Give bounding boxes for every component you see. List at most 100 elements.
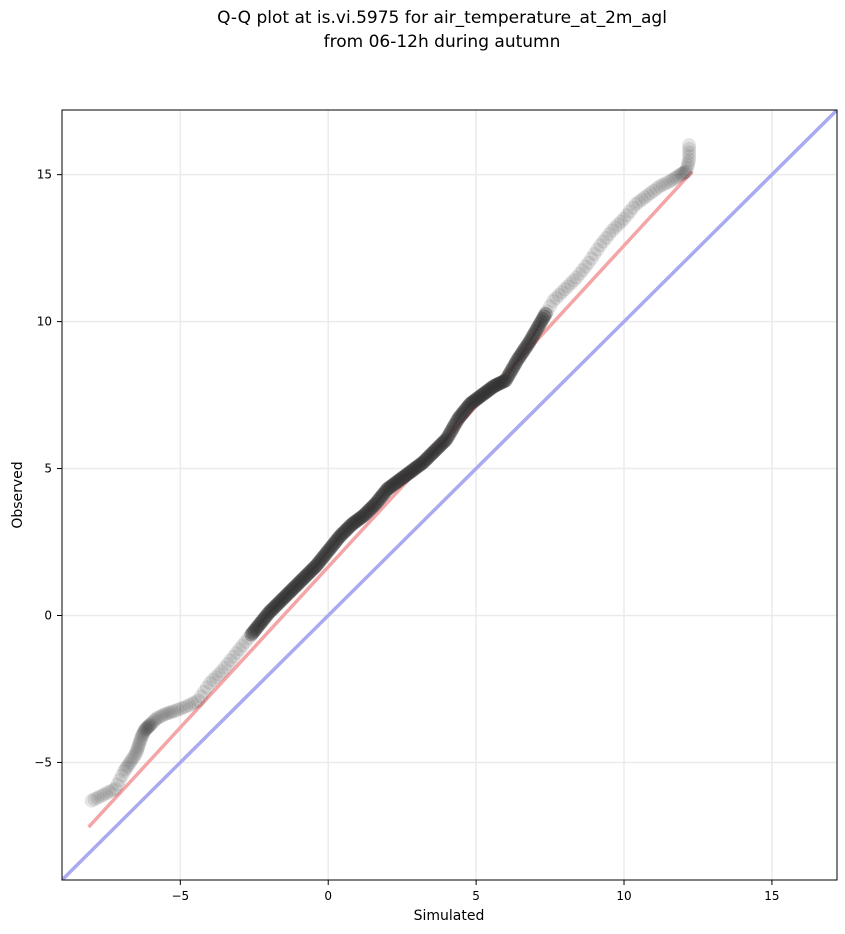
data-point xyxy=(241,631,256,646)
data-point xyxy=(137,724,152,739)
data-point xyxy=(480,383,495,398)
fit-line-overlay xyxy=(504,359,519,381)
data-point xyxy=(105,783,120,798)
data-point xyxy=(658,176,673,191)
data-point xyxy=(517,341,532,356)
data-point xyxy=(446,419,461,434)
data-point xyxy=(596,234,611,249)
data-point xyxy=(682,152,697,167)
data-point xyxy=(439,432,454,447)
data-point xyxy=(167,704,182,719)
data-point xyxy=(646,183,661,198)
data-point xyxy=(593,238,608,253)
data-point xyxy=(355,509,370,524)
data-point xyxy=(133,733,148,748)
data-point xyxy=(513,348,528,363)
fit-line-overlay xyxy=(457,403,471,420)
data-point xyxy=(619,208,634,223)
data-point xyxy=(337,524,352,539)
data-point xyxy=(402,465,417,480)
data-point xyxy=(99,786,114,801)
data-point xyxy=(131,740,146,755)
data-point xyxy=(276,590,291,605)
data-point xyxy=(622,204,637,219)
data-point xyxy=(454,407,469,422)
data-point xyxy=(138,722,153,737)
fit-line-overlay xyxy=(422,450,436,464)
data-point xyxy=(285,582,300,597)
data-point xyxy=(415,455,430,470)
fit-line-overlay xyxy=(351,514,365,526)
data-point xyxy=(393,472,408,487)
data-point xyxy=(408,461,423,476)
data-point xyxy=(132,735,147,750)
data-point xyxy=(483,381,498,396)
data-point xyxy=(361,504,376,519)
data-point xyxy=(318,547,333,562)
data-point xyxy=(441,429,456,444)
data-point xyxy=(426,445,441,460)
fit-line-overlay xyxy=(315,550,330,567)
fit-line-overlay xyxy=(445,418,460,440)
data-point xyxy=(130,742,145,757)
data-point xyxy=(220,656,235,671)
data-point xyxy=(247,623,262,638)
data-point xyxy=(492,376,507,391)
data-point xyxy=(392,473,407,488)
data-point xyxy=(682,145,697,160)
data-point xyxy=(435,436,450,451)
data-point xyxy=(461,398,476,413)
data-point xyxy=(538,306,553,321)
data-point xyxy=(299,568,314,583)
data-point xyxy=(501,368,516,383)
data-point xyxy=(142,718,157,733)
data-point xyxy=(350,512,365,527)
data-point xyxy=(273,593,288,608)
data-point xyxy=(370,494,385,509)
data-point xyxy=(294,573,309,588)
fit-line-overlay xyxy=(303,564,318,578)
data-point xyxy=(529,322,544,337)
data-point xyxy=(114,768,129,783)
data-point xyxy=(424,446,439,461)
data-point xyxy=(304,562,319,577)
fit-line-overlay xyxy=(268,600,282,614)
data-point xyxy=(173,701,188,716)
data-point xyxy=(140,720,155,735)
data-point xyxy=(287,580,302,595)
data-point xyxy=(118,762,133,777)
data-point xyxy=(540,304,555,319)
data-point xyxy=(124,753,139,768)
data-point xyxy=(146,714,161,729)
data-point xyxy=(516,343,531,358)
data-point xyxy=(248,622,263,637)
data-point xyxy=(599,230,614,245)
data-point xyxy=(87,792,102,807)
data-point xyxy=(489,377,504,392)
data-point xyxy=(384,478,399,493)
data-point xyxy=(223,653,238,668)
data-point xyxy=(128,746,143,761)
data-point xyxy=(682,149,697,164)
data-point xyxy=(160,706,175,721)
data-point xyxy=(590,242,605,257)
data-point xyxy=(331,530,346,545)
data-point xyxy=(442,427,457,442)
data-point xyxy=(401,466,416,481)
data-point xyxy=(333,529,348,544)
data-point xyxy=(525,330,540,345)
data-point xyxy=(429,442,444,457)
data-point xyxy=(364,501,379,516)
data-point xyxy=(572,266,587,281)
data-point xyxy=(640,188,655,203)
data-point xyxy=(378,483,393,498)
data-point xyxy=(677,165,692,180)
data-point xyxy=(602,227,617,242)
data-point xyxy=(321,543,336,558)
data-point xyxy=(359,505,374,520)
data-points xyxy=(84,138,697,808)
identity-line xyxy=(62,110,837,880)
data-point xyxy=(472,390,487,405)
data-point xyxy=(319,545,334,560)
y-tick-label: 5 xyxy=(44,462,52,476)
